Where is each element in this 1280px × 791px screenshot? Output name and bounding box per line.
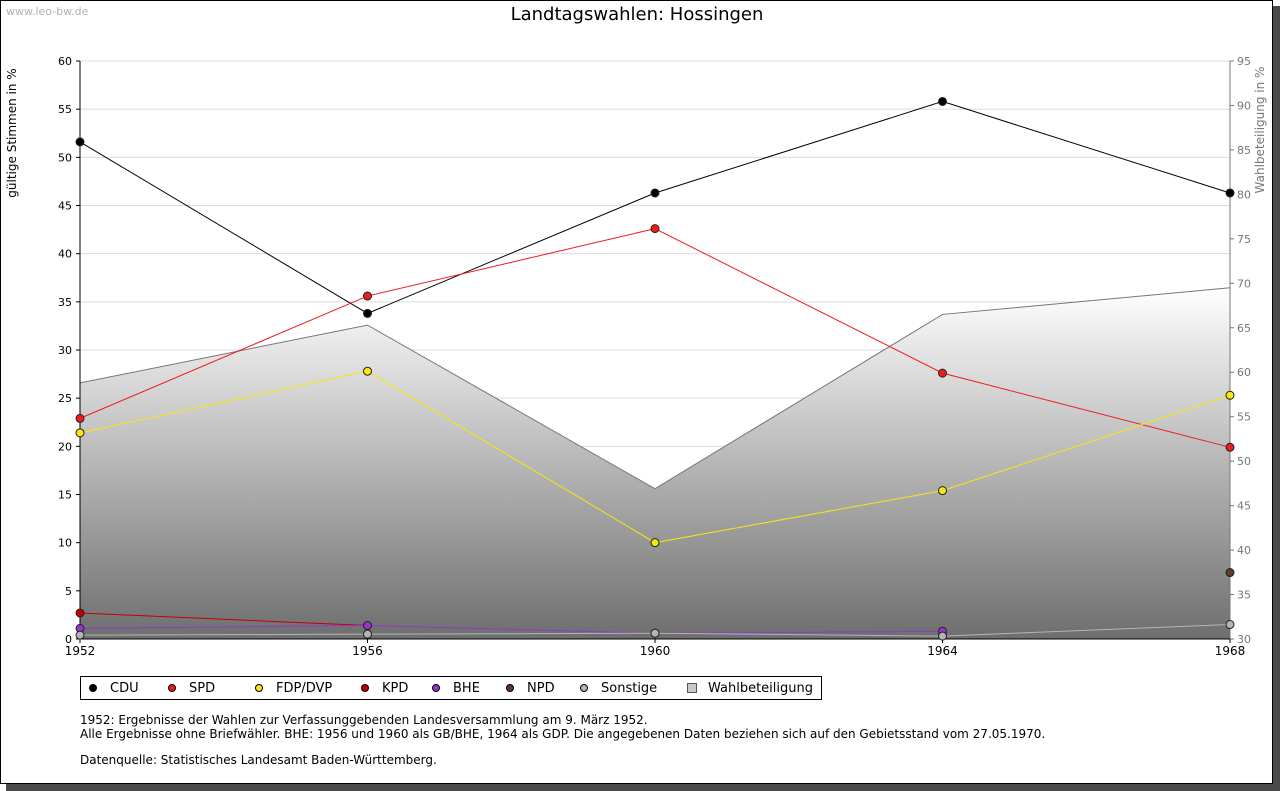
data-point-fdp-dvp [75, 428, 85, 438]
legend-label: BHE [453, 681, 480, 696]
data-point-sonstige [938, 631, 947, 641]
turnout-line [79, 287, 1231, 490]
legend-label: Sonstige [601, 681, 658, 696]
legend-marker [168, 684, 176, 692]
y2-tick-label: 75 [1237, 233, 1251, 246]
frame-shadow-bottom [6, 784, 1280, 791]
y-axis-label: gültige Stimmen in % [5, 68, 19, 197]
legend-label: NPD [527, 681, 555, 696]
legend-marker [361, 684, 369, 692]
y-tick-label: 10 [58, 537, 72, 550]
data-point-sonstige [363, 629, 372, 639]
data-point-cdu [938, 96, 947, 106]
y-tick-label: 30 [58, 344, 72, 357]
data-point-bhe [363, 621, 372, 631]
data-point-sonstige [1225, 620, 1235, 630]
turnout-area-fill [80, 287, 1230, 639]
y2-tick-label: 30 [1237, 633, 1251, 646]
y-tick-label: 15 [58, 489, 72, 502]
y2-tick-label: 60 [1237, 366, 1251, 379]
data-point-spd [1225, 442, 1235, 452]
turnout-area [79, 287, 1231, 639]
legend-label: KPD [382, 681, 409, 696]
series-lines [75, 96, 1235, 641]
series-line-kpd [79, 612, 368, 627]
x-tick-label: 1964 [927, 644, 958, 658]
axes: 0 5 10 15 20 25 30 35 40 45 50 55 60 30 35 40 45 50 55 60 65… [58, 55, 1251, 658]
y2-tick-label: 45 [1237, 500, 1251, 513]
y2-tick-label: 55 [1237, 411, 1251, 424]
y2-tick-label: 80 [1237, 188, 1251, 201]
y-tick-label: 60 [58, 55, 72, 68]
legend-label: Wahlbeteiligung [708, 681, 814, 696]
legend-marker [89, 684, 97, 692]
note-source: Datenquelle: Statistisches Landesamt Bad… [80, 753, 437, 767]
y2-tick-label: 90 [1237, 99, 1251, 112]
y-tick-label: 45 [58, 200, 72, 213]
legend-marker [255, 684, 263, 692]
watermark: www.leo-bw.de [6, 5, 89, 18]
y-tick-label: 25 [58, 392, 72, 405]
y-tick-label: 35 [58, 296, 72, 309]
legend-marker [432, 684, 440, 692]
series-line-bhe [79, 625, 943, 634]
note-briefwaehler: Alle Ergebnisse ohne Briefwähler. BHE: 1… [80, 727, 1046, 741]
legend: CDU SPD FDP/DVP KPD BHE NPD Sonstige Wahlbeteil… [80, 676, 822, 700]
data-point-spd [650, 224, 660, 234]
data-point-spd [938, 368, 947, 378]
x-tick-label: 1956 [352, 644, 383, 658]
data-point-sonstige [650, 628, 660, 638]
legend-marker [580, 684, 588, 692]
legend-label: CDU [110, 681, 139, 696]
frame-shadow-right [1273, 6, 1280, 791]
y-tick-label: 5 [65, 585, 72, 598]
y2-tick-label: 85 [1237, 144, 1251, 157]
y-tick-label: 40 [58, 248, 72, 261]
y2-tick-label: 40 [1237, 544, 1251, 557]
data-point-fdp-dvp [938, 486, 947, 496]
x-tick-label: 1960 [640, 644, 671, 658]
note-1952: 1952: Ergebnisse der Wahlen zur Verfassu… [80, 713, 648, 727]
data-point-cdu [363, 308, 372, 318]
legend-label: FDP/DVP [276, 681, 333, 696]
data-point-npd [1225, 568, 1235, 578]
y2-tick-label: 70 [1237, 277, 1251, 290]
series-line-cdu [79, 100, 1231, 314]
legend-marker [687, 683, 697, 693]
y2-tick-label: 65 [1237, 322, 1251, 335]
data-point-fdp-dvp [650, 538, 660, 548]
y2-tick-label: 50 [1237, 455, 1251, 468]
y2-axis-label: Wahlbeteiligung in % [1253, 67, 1267, 194]
data-point-sonstige [75, 630, 85, 640]
data-point-fdp-dvp [363, 366, 372, 376]
y-tick-label: 50 [58, 151, 72, 164]
data-point-cdu [1225, 188, 1235, 198]
y2-tick-label: 35 [1237, 589, 1251, 602]
y-tick-label: 55 [58, 103, 72, 116]
data-point-cdu [75, 137, 85, 147]
x-tick-label: 1952 [65, 644, 96, 658]
data-point-kpd [75, 608, 85, 618]
y-tick-label: 0 [65, 633, 72, 646]
y-tick-label: 20 [58, 440, 72, 453]
data-point-spd [363, 291, 372, 301]
legend-marker [506, 684, 514, 692]
chart-title: Landtagswahlen: Hossingen [511, 4, 764, 25]
x-tick-label: 1968 [1215, 644, 1246, 658]
y2-tick-label: 95 [1237, 55, 1251, 68]
legend-label: SPD [189, 681, 216, 696]
data-point-cdu [650, 188, 660, 198]
data-point-spd [75, 413, 85, 423]
data-point-fdp-dvp [1225, 390, 1235, 400]
